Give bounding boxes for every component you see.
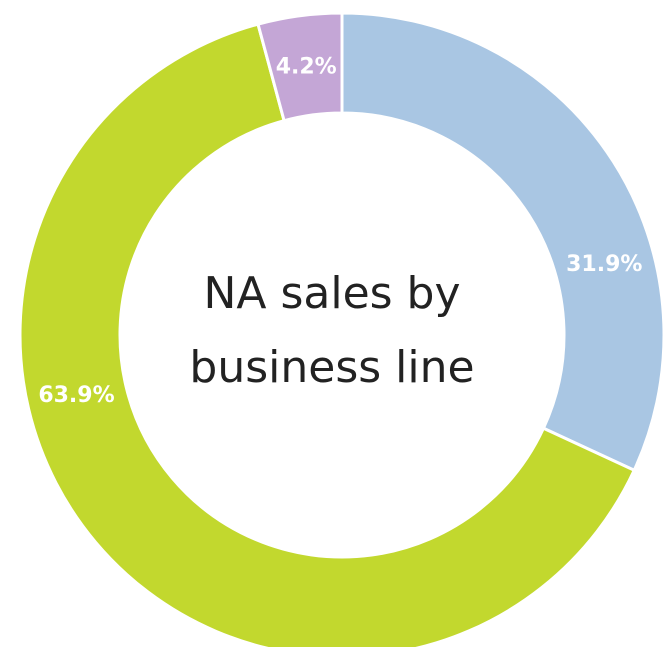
slice-1 [18, 22, 637, 647]
chart-title-line-1: NA sales by [203, 268, 460, 319]
slices-group [18, 11, 665, 647]
slice-0 [340, 11, 665, 473]
slice-labels-group: 31.9% 63.9% 4.2% [38, 54, 642, 408]
slice-label-2: 4.2% [276, 54, 337, 79]
chart-title-line-2: business line [189, 342, 474, 393]
slice-label-1: 63.9% [38, 383, 114, 408]
slice-label-0: 31.9% [566, 252, 642, 277]
slice-2 [256, 11, 344, 123]
